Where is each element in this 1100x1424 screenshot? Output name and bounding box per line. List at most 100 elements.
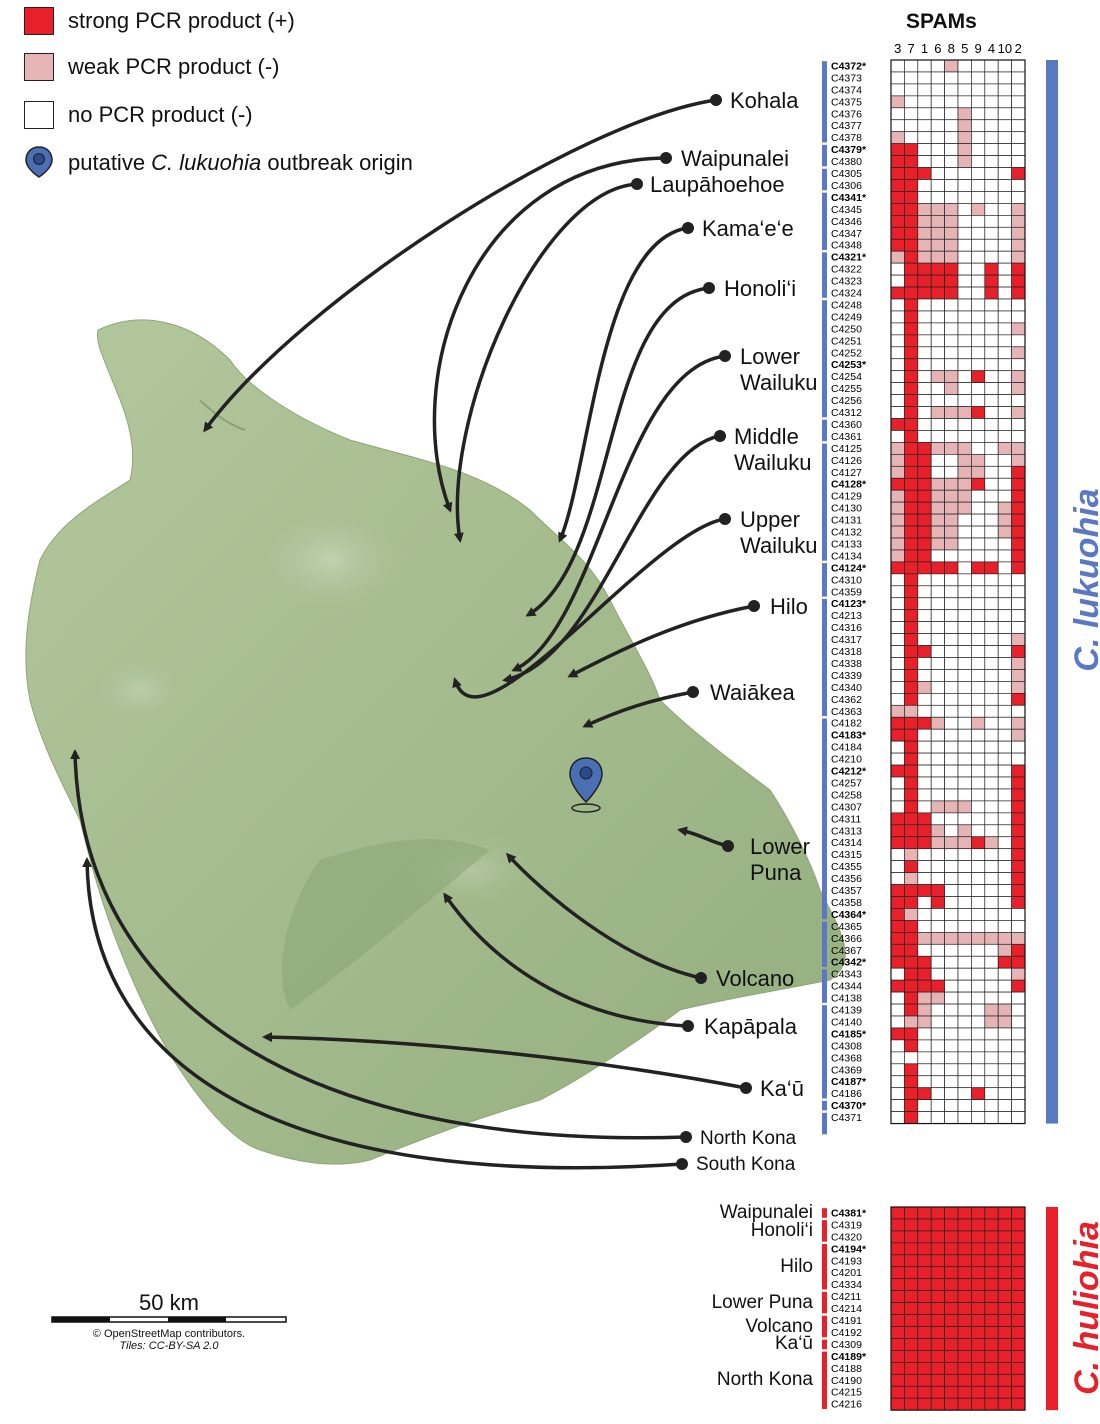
isolate-label: C4316 <box>831 622 862 634</box>
pcr-cell <box>917 716 932 730</box>
pcr-cell <box>957 561 972 575</box>
pcr-cell <box>997 465 1012 479</box>
pcr-cell <box>957 1003 972 1017</box>
pcr-cell <box>984 561 999 575</box>
isolate-label: C4311 <box>831 813 861 825</box>
pcr-cell <box>904 1099 919 1112</box>
pcr-cell <box>904 334 919 348</box>
pcr-cell <box>890 716 905 730</box>
pcr-cell <box>904 59 919 73</box>
pcr-cell <box>971 848 986 862</box>
pcr-cell <box>997 143 1012 156</box>
location-group-bar <box>822 598 827 717</box>
pcr-cell <box>904 346 919 360</box>
pcr-cell <box>971 657 986 670</box>
pcr-cell <box>917 943 932 957</box>
pcr-cell <box>917 824 932 838</box>
pcr-cell <box>1011 836 1026 850</box>
pcr-cell <box>917 704 932 718</box>
pcr-cell <box>944 71 959 85</box>
pcr-cell <box>1011 298 1026 312</box>
pcr-cell <box>890 788 905 802</box>
pcr-cell <box>957 382 972 395</box>
pcr-cell <box>930 1242 945 1256</box>
isolate-label: C4250 <box>831 323 862 335</box>
legend-none: no PCR product (-) <box>24 100 253 130</box>
pcr-cell <box>890 83 905 97</box>
pcr-cell <box>944 1350 959 1363</box>
pcr-cell <box>930 119 945 133</box>
pcr-cell <box>930 740 945 754</box>
pcr-cell <box>971 1099 986 1112</box>
isolate-label: C4346 <box>831 216 862 228</box>
pcr-cell <box>971 310 986 324</box>
pcr-cell <box>984 262 999 276</box>
pcr-cell <box>930 860 945 873</box>
pcr-cell <box>890 967 905 981</box>
pcr-cell <box>957 131 972 144</box>
pcr-cell <box>971 238 986 252</box>
pcr-cell <box>984 1326 999 1339</box>
pcr-cell <box>997 860 1012 873</box>
pcr-cell <box>971 501 986 515</box>
pcr-cell <box>997 752 1012 766</box>
pcr-cell <box>1011 215 1026 228</box>
pcr-cell <box>930 573 945 587</box>
pcr-cell <box>904 740 919 754</box>
pcr-cell <box>984 454 999 467</box>
pcr-cell <box>944 155 959 168</box>
pcr-cell <box>917 454 932 467</box>
pcr-cell <box>997 1242 1012 1256</box>
pcr-cell <box>944 979 959 993</box>
pcr-cell <box>971 896 986 909</box>
pcr-cell <box>997 764 1012 778</box>
pcr-cell <box>1011 119 1026 133</box>
pcr-cell <box>930 1099 945 1112</box>
pcr-cell <box>997 179 1012 192</box>
isolate-label: C4201 <box>831 1267 862 1279</box>
pcr-cell <box>957 119 972 133</box>
pcr-cell <box>890 131 905 144</box>
isolate-label: C4249 <box>831 311 862 323</box>
pcr-cell <box>904 549 919 563</box>
pcr-cell <box>984 167 999 180</box>
pcr-cell <box>917 920 932 933</box>
pcr-cell <box>1011 824 1026 838</box>
isolate-label: C4318 <box>831 646 862 658</box>
pcr-cell <box>1011 1099 1026 1112</box>
pcr-cell <box>890 1003 905 1017</box>
pcr-cell <box>904 752 919 766</box>
pcr-cell <box>971 740 986 754</box>
pcr-cell <box>917 908 932 921</box>
pcr-cell <box>1011 1087 1026 1100</box>
pcr-cell <box>944 513 959 527</box>
pcr-cell <box>904 525 919 539</box>
pcr-cell <box>1011 310 1026 324</box>
pcr-cell <box>917 1230 932 1244</box>
pcr-cell <box>917 752 932 766</box>
spam-column-header: 1 <box>921 41 928 56</box>
isolate-label: C4364* <box>831 909 867 921</box>
pcr-cell <box>971 561 986 575</box>
pcr-cell <box>984 943 999 957</box>
location-group-bar <box>822 718 827 920</box>
pcr-cell <box>957 597 972 611</box>
pcr-cell <box>904 884 919 897</box>
pcr-cell <box>1011 238 1026 252</box>
pcr-cell <box>1011 991 1026 1005</box>
pcr-cell <box>997 1266 1012 1280</box>
pcr-cell <box>971 442 986 455</box>
location-group-bar <box>822 921 827 967</box>
pcr-cell <box>997 286 1012 300</box>
pcr-cell <box>971 991 986 1005</box>
pcr-cell <box>917 513 932 527</box>
pcr-cell <box>890 561 905 575</box>
pcr-cell <box>890 1230 905 1244</box>
pcr-cell <box>957 322 972 336</box>
pcr-cell <box>904 191 919 204</box>
pcr-cell <box>944 215 959 228</box>
isolate-label: C4132 <box>831 527 862 539</box>
pcr-cell <box>957 298 972 312</box>
pcr-cell <box>904 1027 919 1041</box>
pcr-cell <box>1011 370 1026 384</box>
